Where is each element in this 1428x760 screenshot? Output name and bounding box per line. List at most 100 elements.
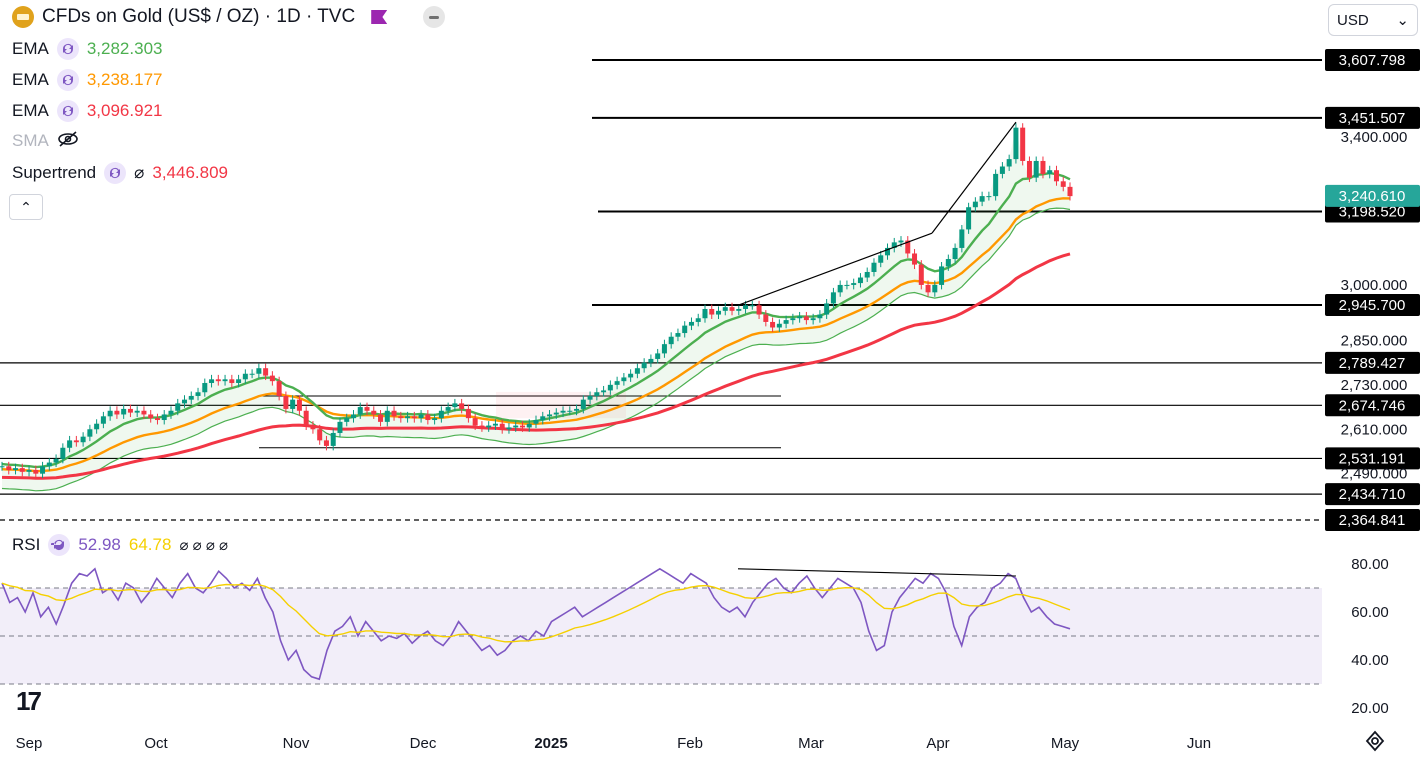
- candle-body: [154, 418, 160, 421]
- price-tick-label: 2,490.000: [1341, 466, 1408, 483]
- candle-body: [438, 410, 444, 419]
- indicator-value: 3,096.921: [86, 101, 163, 120]
- level-label-bg: [1325, 106, 1420, 129]
- candle-body: [168, 410, 174, 415]
- candle-body: [26, 469, 32, 472]
- candle-body: [175, 403, 181, 411]
- indicator-ema-2[interactable]: EMA 3,238.177: [12, 69, 162, 91]
- eye-hidden-icon[interactable]: [57, 131, 79, 151]
- indicator-ema-1[interactable]: EMA 3,282.303: [12, 38, 162, 60]
- candle-body: [675, 333, 681, 337]
- candle-body: [0, 466, 5, 468]
- rsi-ma-value: 64.78: [128, 535, 172, 554]
- candle-body: [222, 379, 228, 382]
- candle-body: [871, 262, 877, 272]
- price-tick-label: 2,730.000: [1341, 377, 1408, 394]
- candle-body: [384, 410, 390, 422]
- candle-body: [121, 408, 127, 415]
- candle-body: [945, 259, 951, 267]
- candle-body: [100, 416, 106, 424]
- indicator-name: EMA: [12, 70, 49, 89]
- rsi-name: RSI: [12, 535, 41, 554]
- candle-body: [533, 420, 539, 424]
- flag-icon[interactable]: [371, 10, 388, 24]
- candle-body: [6, 466, 12, 470]
- candle-body: [743, 305, 749, 309]
- collapse-legend-button[interactable]: ⌃: [9, 194, 43, 220]
- candle-body: [148, 414, 154, 419]
- candle-body: [918, 264, 924, 285]
- candle-body: [668, 336, 674, 345]
- candle-body: [972, 201, 978, 208]
- candle-body: [418, 414, 424, 419]
- candle-body: [405, 416, 411, 419]
- indicator-name: SMA: [12, 131, 49, 150]
- tradingview-logo: 17: [16, 686, 42, 716]
- candle-body: [107, 410, 113, 417]
- time-axis-label: Mar: [798, 735, 824, 752]
- candle-body: [330, 432, 336, 446]
- candle-body: [53, 458, 59, 463]
- candle-body: [1026, 160, 1032, 178]
- indicator-prefix: ⌀: [134, 163, 145, 182]
- candle-body: [547, 414, 553, 417]
- collapse-header-button[interactable]: [423, 6, 446, 28]
- currency-label: USD: [1337, 11, 1369, 29]
- price-tick-label: 3,400.000: [1341, 129, 1408, 146]
- candle-body: [215, 379, 221, 382]
- candle-body: [891, 242, 897, 248]
- candle-body: [607, 384, 613, 391]
- price-tick-label: 2,610.000: [1341, 421, 1408, 438]
- level-label-bg: [1325, 483, 1420, 506]
- candle-body: [716, 310, 722, 315]
- candle-body: [114, 410, 120, 415]
- candle-body: [1053, 170, 1059, 182]
- indicator-value: 3,282.303: [86, 39, 163, 58]
- indicator-ema-3[interactable]: EMA 3,096.921: [12, 100, 162, 122]
- level-label: 2,674.746: [1339, 397, 1406, 414]
- candle-body: [229, 379, 235, 384]
- candle-body: [857, 277, 863, 284]
- candle-body: [749, 305, 755, 307]
- candle-body: [959, 229, 965, 248]
- rsi-legend[interactable]: RSI 52.98 64.78 ⌀ ⌀ ⌀ ⌀: [12, 534, 228, 556]
- candle-body: [296, 399, 302, 411]
- candle-body: [682, 325, 688, 334]
- candle-body: [317, 429, 323, 441]
- indicator-supertrend[interactable]: Supertrend ⌀ 3,446.809: [12, 162, 228, 184]
- currency-selector[interactable]: USD ⌄: [1328, 4, 1418, 36]
- candle-body: [94, 423, 100, 430]
- candle-body: [999, 166, 1005, 174]
- refresh-icon[interactable]: [48, 534, 71, 556]
- candle-body: [864, 271, 870, 278]
- candle-body: [709, 308, 715, 315]
- level-label-bg: [1325, 49, 1420, 72]
- level-label-bg: [1325, 294, 1420, 317]
- rsi-trendline: [737, 568, 1017, 577]
- candle-body: [790, 318, 796, 321]
- settings-icon[interactable]: [1364, 730, 1386, 758]
- candle-body: [161, 414, 167, 421]
- indicator-sma[interactable]: SMA: [12, 131, 79, 151]
- refresh-icon[interactable]: [104, 162, 127, 184]
- candle-body: [702, 308, 708, 319]
- candle-body: [803, 316, 809, 321]
- candle-body: [540, 416, 546, 421]
- last-price-label: 3,240.610: [1339, 188, 1406, 205]
- ema-slow-line: [1, 252, 1071, 480]
- candle-body: [966, 207, 972, 230]
- time-axis-label: Dec: [410, 735, 437, 752]
- candle-body: [851, 283, 857, 285]
- candle-body: [830, 292, 836, 304]
- candle-body: [770, 321, 776, 328]
- time-axis-label: Apr: [926, 735, 949, 752]
- time-axis-label: 2025: [534, 735, 567, 752]
- refresh-icon[interactable]: [56, 100, 79, 122]
- candle-body: [729, 307, 735, 311]
- candle-body: [357, 407, 363, 415]
- trendline: [737, 232, 933, 306]
- refresh-icon[interactable]: [56, 38, 79, 60]
- candle-body: [182, 399, 188, 404]
- refresh-icon[interactable]: [56, 69, 79, 91]
